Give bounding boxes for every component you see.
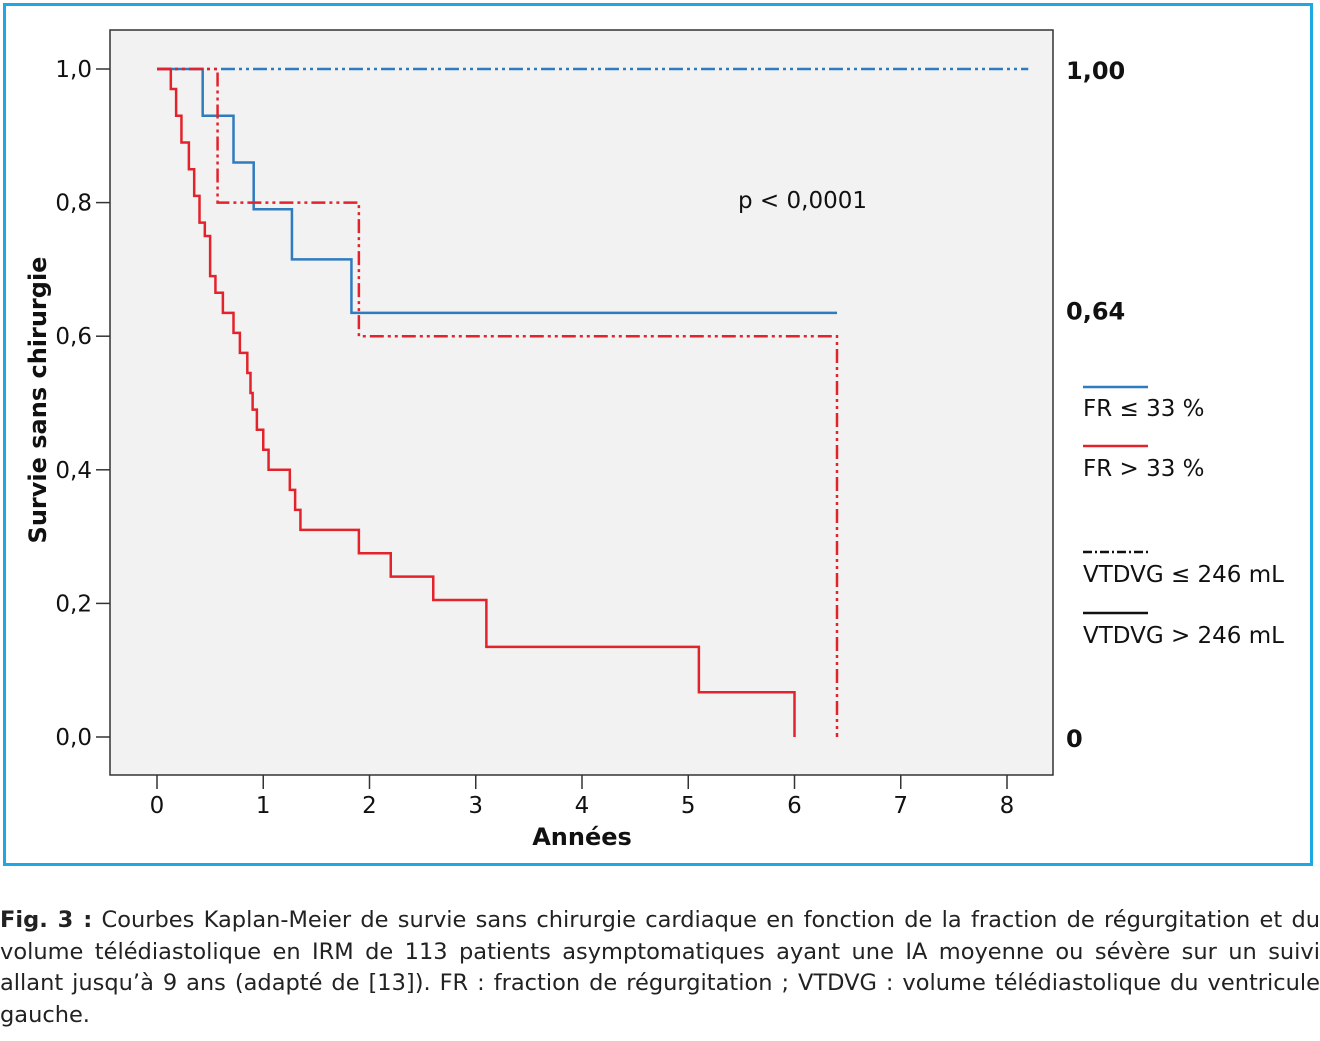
kaplan-meier-chart: 0,0 0,2 0,4 0,6 0,8 1,0 0 1 2 3 4 5 6 7 8 Années Surv… (24, 29, 1284, 851)
survival-curve-4 (157, 67, 796, 737)
y-tick-label: 0,0 (55, 725, 92, 751)
x-tick-label: 5 (681, 793, 696, 819)
caption-text: Courbes Kaplan-Meier de survie sans chir… (0, 907, 1320, 1028)
right-value-label: 0 (1066, 725, 1083, 753)
y-tick-label: 0,4 (55, 458, 92, 484)
figure-caption: Fig. 3 : Courbes Kaplan-Meier de survie … (0, 905, 1320, 1031)
legend-label: VTDVG ≤ 246 mL (1083, 562, 1284, 588)
right-value-label: 1,00 (1066, 57, 1125, 85)
survival-curve-2 (157, 67, 837, 315)
x-axis-label: Années (532, 823, 632, 851)
y-tick-label: 0,8 (55, 191, 92, 217)
x-tick-label: 3 (468, 793, 483, 819)
y-tick-label: 0,6 (55, 324, 92, 350)
legend-label: FR > 33 % (1083, 456, 1205, 482)
x-tick-label: 6 (787, 793, 802, 819)
x-tick-label: 2 (362, 793, 377, 819)
x-tick-label: 1 (256, 793, 271, 819)
right-value-label: 0,64 (1066, 297, 1125, 325)
y-tick-label: 0,2 (55, 591, 92, 617)
legend-label: VTDVG > 246 mL (1083, 623, 1284, 649)
caption-prefix: Fig. 3 : (0, 907, 93, 933)
plot-area (109, 29, 1054, 776)
survival-curve-3 (157, 67, 839, 737)
y-tick-label: 1,0 (55, 57, 92, 83)
x-tick-label: 0 (150, 793, 165, 819)
x-tick-label: 7 (893, 793, 908, 819)
legend-label: FR ≤ 33 % (1083, 396, 1205, 422)
x-tick-label: 8 (1000, 793, 1015, 819)
p-value-annotation: p < 0,0001 (738, 188, 867, 214)
x-tick-label: 4 (575, 793, 590, 819)
y-axis-label: Survie sans chirurgie (24, 257, 52, 544)
